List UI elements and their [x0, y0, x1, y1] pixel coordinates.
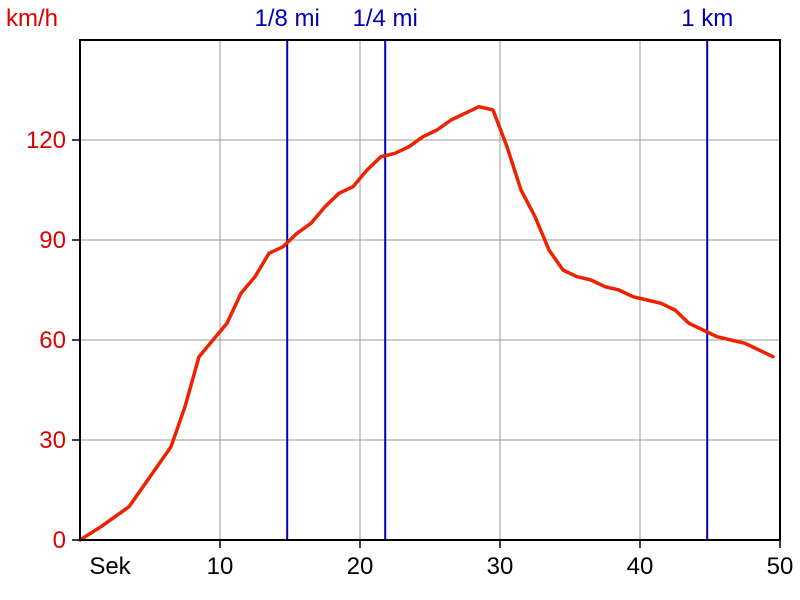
y-axis: 0 30 60 90 120 [26, 127, 80, 554]
y-tick-label: 90 [39, 227, 66, 254]
x-tick-label: 10 [207, 553, 234, 580]
distance-marker-label: 1/4 mi [353, 5, 418, 32]
distance-markers: 1/8 mi 1/4 mi 1 km [255, 5, 733, 540]
x-axis-label: Sek [89, 553, 131, 580]
x-axis: 10 20 30 40 50 [207, 540, 794, 580]
x-tick-label: 40 [627, 553, 654, 580]
y-tick-label: 30 [39, 427, 66, 454]
x-tick-label: 50 [767, 553, 794, 580]
distance-marker-label: 1/8 mi [255, 5, 320, 32]
y-tick-label: 0 [53, 527, 66, 554]
x-tick-label: 20 [347, 553, 374, 580]
y-axis-label: km/h [6, 5, 58, 32]
plot-frame [79, 39, 781, 541]
grid-layer [80, 40, 780, 540]
distance-marker-label: 1 km [681, 5, 733, 32]
y-tick-label: 60 [39, 327, 66, 354]
y-tick-label: 120 [26, 127, 66, 154]
speed-series-line [78, 104, 775, 542]
series-layer [78, 104, 775, 542]
x-tick-label: 30 [487, 553, 514, 580]
